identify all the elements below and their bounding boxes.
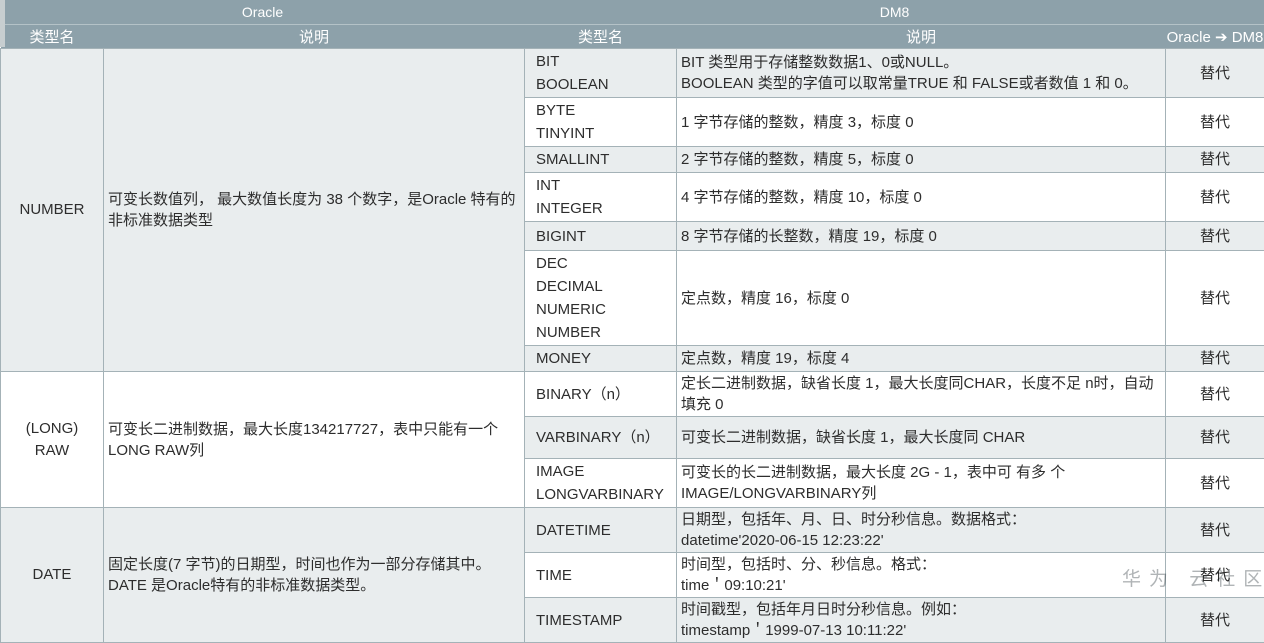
convert-action: 替代 [1166,222,1264,251]
header-group-dm8: DM8 [525,0,1264,25]
dm8-desc: 8 字节存储的长整数，精度 19，标度 0 [677,222,1166,251]
dm8-desc: 4 字节存储的整数，精度 10，标度 0 [677,173,1166,222]
convert-action: 替代 [1166,598,1264,643]
dm8-type-bit-boolean: BIT BOOLEAN [525,49,677,98]
header-columns-row: 类型名 说明 类型名 说明 Oracle ➔ DM8 [1,25,1264,49]
dm8-desc: 日期型，包括年、月、日、时分秒信息。数据格式： datetime'2020-06… [677,508,1166,553]
table-row: DATE 固定长度(7 字节)的日期型，时间也作为一部分存储其中。 DATE 是… [1,508,1264,553]
convert-action: 替代 [1166,49,1264,98]
dm8-type-datetime: DATETIME [525,508,677,553]
oracle-type-date: DATE [1,508,104,643]
convert-action: 替代 [1166,98,1264,147]
oracle-desc-date: 固定长度(7 字节)的日期型，时间也作为一部分存储其中。 DATE 是Oracl… [104,508,525,643]
dm8-type-image-longvarbinary: IMAGE LONGVARBINARY [525,459,677,508]
convert-action: 替代 [1166,508,1264,553]
convert-action: 替代 [1166,346,1264,372]
dm8-type-time: TIME [525,553,677,598]
convert-action: 替代 [1166,251,1264,346]
page: Oracle DM8 类型名 说明 类型名 说明 Oracle ➔ DM8 NU… [0,0,1264,611]
dm8-desc: 时间型，包括时、分、秒信息。格式： time＇09:10:21' [677,553,1166,598]
convert-action: 替代 [1166,173,1264,222]
dm8-desc: 定长二进制数据，缺省长度 1，最大长度同CHAR，长度不足 n时，自动 填充 0 [677,372,1166,417]
header-col-convert: Oracle ➔ DM8 [1166,25,1264,49]
dm8-type-bigint: BIGINT [525,222,677,251]
header-group-oracle: Oracle [1,0,525,25]
dm8-type-varbinary: VARBINARY（n） [525,417,677,459]
header-col-dm8-type: 类型名 [525,25,677,49]
convert-action: 替代 [1166,553,1264,598]
convert-action: 替代 [1166,459,1264,508]
dm8-type-int-integer: INT INTEGER [525,173,677,222]
convert-action: 替代 [1166,147,1264,173]
dm8-type-binary: BINARY（n） [525,372,677,417]
header-col-dm8-desc: 说明 [677,25,1166,49]
dm8-desc: 1 字节存储的整数，精度 3，标度 0 [677,98,1166,147]
dm8-type-money: MONEY [525,346,677,372]
dm8-desc: 2 字节存储的整数，精度 5，标度 0 [677,147,1166,173]
dm8-desc: 可变长二进制数据，缺省长度 1，最大长度同 CHAR [677,417,1166,459]
dm8-type-timestamp: TIMESTAMP [525,598,677,643]
oracle-type-long-raw: (LONG) RAW [1,372,104,508]
convert-action: 替代 [1166,417,1264,459]
page-corner [0,0,5,47]
convert-action: 替代 [1166,372,1264,417]
oracle-type-number: NUMBER [1,49,104,372]
dm8-type-byte-tinyint: BYTE TINYINT [525,98,677,147]
dm8-type-smallint: SMALLINT [525,147,677,173]
dm8-desc: 时间戳型，包括年月日时分秒信息。例如： timestamp＇1999-07-13… [677,598,1166,643]
dm8-desc: 定点数，精度 19，标度 4 [677,346,1166,372]
dm8-type-dec-decimal-numeric-number: DEC DECIMAL NUMERIC NUMBER [525,251,677,346]
oracle-desc-number: 可变长数值列， 最大数值长度为 38 个数字，是Oracle 特有的非标准数据类… [104,49,525,372]
dm8-desc: 可变长的长二进制数据，最大长度 2G - 1，表中可 有多 个 IMAGE/LO… [677,459,1166,508]
oracle-desc-long-raw: 可变长二进制数据，最大长度134217727，表中只能有一个 LONG RAW列 [104,372,525,508]
dm8-desc: 定点数，精度 16，标度 0 [677,251,1166,346]
header-col-oracle-type: 类型名 [1,25,104,49]
table-row: NUMBER 可变长数值列， 最大数值长度为 38 个数字，是Oracle 特有… [1,49,1264,98]
header-group-row: Oracle DM8 [1,0,1264,25]
table-row: (LONG) RAW 可变长二进制数据，最大长度134217727，表中只能有一… [1,372,1264,417]
dm8-desc: BIT 类型用于存储整数数据1、0或NULL。 BOOLEAN 类型的字值可以取… [677,49,1166,98]
header-col-oracle-desc: 说明 [104,25,525,49]
